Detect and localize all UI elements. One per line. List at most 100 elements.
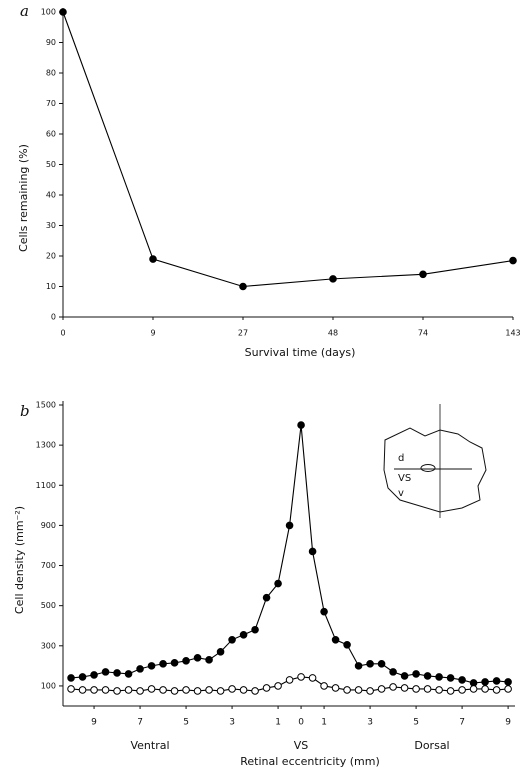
data-point (419, 270, 427, 279)
data-point (435, 673, 443, 681)
x-tick-label: 143 (505, 329, 520, 338)
data-point (216, 687, 225, 695)
data-point (389, 683, 397, 691)
series-line (62, 11, 514, 288)
data-point (329, 275, 337, 283)
y-tick-label: 900 (41, 521, 56, 530)
data-point (320, 607, 328, 616)
y-tick-label: 50 (46, 160, 56, 169)
data-point (170, 659, 179, 667)
data-point (239, 686, 248, 694)
data-point (343, 686, 351, 694)
x-tick-label: 7 (459, 718, 465, 728)
data-point (67, 685, 75, 693)
data-point (400, 672, 409, 680)
data-point (251, 625, 259, 634)
data-point (170, 687, 179, 695)
data-point (205, 686, 213, 694)
data-point (435, 686, 443, 694)
inset-label: VS (398, 473, 411, 484)
data-point (78, 686, 87, 694)
data-point (377, 660, 386, 668)
data-point (136, 665, 144, 673)
y-tick-label: 90 (46, 38, 56, 47)
data-point (136, 687, 144, 695)
annotation: Dorsal (414, 739, 449, 752)
x-tick-label: 48 (328, 329, 338, 338)
y-tick-label: 500 (41, 601, 56, 610)
data-point (228, 635, 236, 644)
y-tick-label: 40 (46, 191, 56, 200)
x-tick-label: 9 (505, 718, 511, 728)
data-point (149, 255, 157, 263)
x-tick-label: 9 (91, 718, 97, 728)
data-point (366, 660, 374, 668)
panel-label: a (20, 2, 29, 20)
data-point (308, 674, 317, 682)
data-point (412, 670, 420, 678)
data-point (354, 686, 363, 694)
data-point (274, 579, 282, 588)
data-point (124, 670, 133, 678)
data-point (124, 686, 133, 694)
y-tick-label: 70 (46, 99, 56, 108)
x-tick-label: 1 (321, 718, 327, 728)
data-point (113, 669, 121, 677)
data-point (331, 635, 340, 644)
x-tick-label: 3 (367, 718, 373, 728)
data-point (239, 630, 248, 639)
data-point (182, 686, 190, 694)
data-point (481, 685, 489, 693)
data-point (159, 686, 167, 694)
x-tick-label: 74 (418, 329, 428, 338)
data-point (285, 676, 294, 684)
x-axis-label: Retinal eccentricity (mm) (240, 755, 379, 768)
data-point (262, 593, 271, 602)
y-tick-label: 20 (46, 252, 56, 261)
data-point (147, 685, 156, 693)
y-axis-label: Cells remaining (%) (17, 144, 30, 252)
y-tick-label: 10 (46, 282, 56, 291)
data-point (239, 282, 247, 291)
x-tick-label: 0 (298, 718, 304, 728)
data-point (251, 687, 259, 695)
data-point (285, 521, 294, 530)
data-point (504, 678, 512, 686)
data-point (90, 686, 98, 694)
y-tick-label: 1100 (36, 481, 56, 490)
data-point (423, 672, 432, 680)
data-point (469, 685, 478, 693)
data-point (400, 684, 409, 692)
data-point (274, 682, 282, 690)
inset-label: v (398, 488, 404, 499)
data-point (216, 648, 225, 656)
data-point (297, 673, 305, 681)
data-point (182, 657, 190, 665)
inset-diagram: d VS v (383, 404, 487, 518)
data-point (159, 660, 167, 668)
x-tick-label: 0 (60, 329, 65, 338)
data-point (492, 677, 501, 685)
annotation: VS (294, 739, 309, 752)
x-tick-label: 9 (150, 329, 155, 338)
panel-label: b (20, 402, 30, 420)
data-point (113, 687, 121, 695)
y-tick-label: 0 (51, 313, 56, 322)
data-point (446, 687, 455, 695)
y-tick-label: 100 (41, 681, 56, 690)
x-tick-label: 5 (413, 718, 419, 728)
x-tick-label: 3 (229, 718, 235, 728)
data-point (308, 547, 317, 556)
data-point (509, 256, 517, 265)
x-axis-label: Survival time (days) (245, 346, 356, 359)
optic-disc (420, 464, 436, 472)
x-tick-label: 7 (137, 718, 143, 728)
y-axis-label: Cell density (mm⁻²) (13, 506, 26, 614)
data-point (377, 685, 386, 693)
data-point (78, 673, 87, 681)
y-tick-label: 80 (46, 69, 56, 78)
x-tick-label: 27 (238, 329, 248, 338)
data-point (458, 686, 466, 694)
data-point (59, 8, 67, 16)
